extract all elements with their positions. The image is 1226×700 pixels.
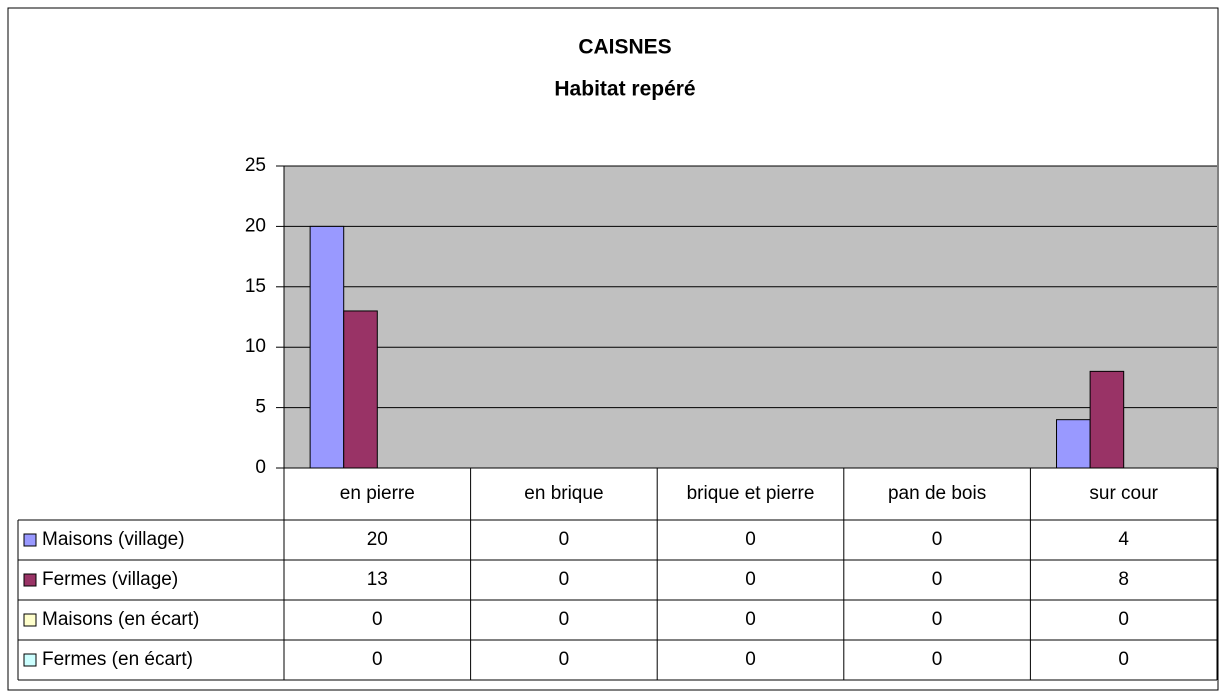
table-value: 0 xyxy=(932,649,943,670)
legend-key xyxy=(23,613,37,627)
table-value: 0 xyxy=(559,609,570,630)
table-value: 0 xyxy=(745,529,756,550)
table-value: 0 xyxy=(932,609,943,630)
bar xyxy=(309,225,345,469)
table-value: 0 xyxy=(745,649,756,670)
table-value: 0 xyxy=(1118,609,1129,630)
chart-subtitle: Habitat repéré xyxy=(554,78,695,101)
y-tick-label: 0 xyxy=(255,457,266,478)
x-tick-label: brique et pierre xyxy=(687,483,815,504)
y-tick-label: 5 xyxy=(255,397,266,418)
bar xyxy=(1056,419,1091,469)
table-value: 0 xyxy=(745,569,756,590)
table-value: 8 xyxy=(1118,569,1129,590)
table-value: 13 xyxy=(367,569,388,590)
table-value: 0 xyxy=(559,529,570,550)
table-value: 0 xyxy=(372,609,383,630)
table-value: 4 xyxy=(1118,529,1129,550)
table-value: 0 xyxy=(372,649,383,670)
table-value: 20 xyxy=(367,529,388,550)
y-tick-label: 25 xyxy=(245,155,266,176)
legend-key xyxy=(23,653,37,667)
chart-title: CAISNES xyxy=(578,36,671,59)
legend-key xyxy=(23,573,37,587)
table-value: 0 xyxy=(559,649,570,670)
x-tick-label: pan de bois xyxy=(888,483,986,504)
table-value: 0 xyxy=(745,609,756,630)
x-tick-label: en brique xyxy=(524,483,603,504)
table-value: 0 xyxy=(932,529,943,550)
y-tick-label: 15 xyxy=(245,276,266,297)
x-tick-label: sur cour xyxy=(1089,483,1158,504)
plot-area xyxy=(284,166,1217,468)
table-value: 0 xyxy=(932,569,943,590)
y-tick-label: 10 xyxy=(245,336,266,357)
table-value: 0 xyxy=(559,569,570,590)
legend-label: Maisons (en écart) xyxy=(42,609,199,630)
bar xyxy=(343,310,378,469)
table-value: 0 xyxy=(1118,649,1129,670)
y-tick-label: 20 xyxy=(245,215,266,236)
x-tick-label: en pierre xyxy=(340,483,415,504)
legend-label: Fermes (en écart) xyxy=(42,649,193,670)
legend-label: Maisons (village) xyxy=(42,529,185,550)
legend-key xyxy=(23,533,37,547)
bar xyxy=(1089,370,1125,469)
legend-label: Fermes (village) xyxy=(42,569,178,590)
